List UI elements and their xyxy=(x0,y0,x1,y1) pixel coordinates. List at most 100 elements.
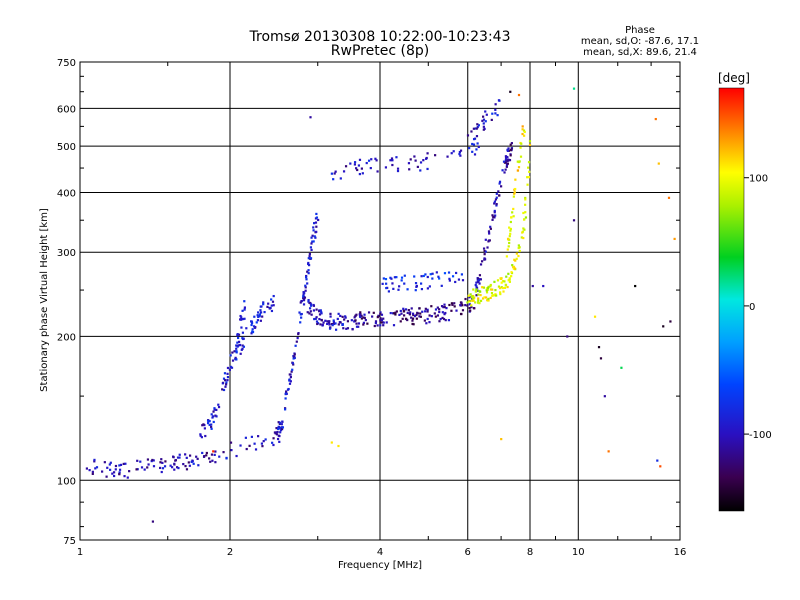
scatter-point xyxy=(500,437,503,441)
trace-point xyxy=(478,274,482,277)
trace-point xyxy=(441,316,444,320)
trace-point xyxy=(438,310,441,314)
trace-point xyxy=(106,466,109,469)
trace-point xyxy=(270,304,273,307)
trace-point xyxy=(241,331,245,334)
trace-point xyxy=(487,297,490,301)
trace-point xyxy=(360,317,363,320)
trace-point xyxy=(293,356,296,360)
trace-point xyxy=(164,460,167,463)
trace-point xyxy=(223,372,227,375)
trace-point xyxy=(471,299,474,302)
trace-point xyxy=(443,272,447,275)
trace-point xyxy=(288,382,292,385)
trace-point xyxy=(212,410,215,413)
trace-point xyxy=(471,142,474,146)
trace-point xyxy=(292,355,296,358)
trace-point xyxy=(315,320,319,323)
trace-point xyxy=(346,327,350,330)
trace-point xyxy=(515,252,518,255)
trace-point xyxy=(522,211,525,215)
trace-point xyxy=(298,311,301,314)
trace-point xyxy=(424,310,427,313)
trace-point xyxy=(315,308,318,311)
trace-point xyxy=(263,310,266,314)
trace-point xyxy=(453,302,456,305)
trace-point xyxy=(91,472,94,475)
trace-point xyxy=(205,454,208,457)
trace-point xyxy=(392,312,396,315)
trace-point xyxy=(450,309,453,312)
trace-point xyxy=(231,359,235,362)
trace-point xyxy=(146,466,149,469)
trace-point xyxy=(242,317,245,321)
trace-point xyxy=(188,454,192,457)
scatter-point xyxy=(542,284,545,288)
trace-point xyxy=(428,314,431,317)
trace-point xyxy=(266,305,269,308)
trace-point xyxy=(114,468,117,471)
trace-point xyxy=(339,314,342,318)
scatter-point xyxy=(634,284,637,288)
trace-point xyxy=(209,460,212,463)
trace-point xyxy=(240,316,243,319)
trace-point xyxy=(217,405,221,409)
trace-point xyxy=(358,313,361,316)
trace-point xyxy=(350,319,353,322)
trace-point xyxy=(512,207,515,211)
trace-point xyxy=(161,461,164,464)
trace-point xyxy=(279,421,282,424)
trace-point xyxy=(382,317,385,320)
trace-point xyxy=(443,305,446,309)
trace-point xyxy=(509,154,512,157)
trace-point xyxy=(205,451,208,455)
trace-point xyxy=(312,309,316,312)
trace-point xyxy=(329,315,332,318)
trace-point xyxy=(468,303,471,306)
trace-point xyxy=(495,192,498,195)
trace-point xyxy=(451,275,455,278)
trace-point xyxy=(453,305,456,308)
trace-point xyxy=(252,325,256,328)
trace-point xyxy=(353,161,357,164)
trace-point xyxy=(329,312,332,315)
trace-point xyxy=(339,177,342,180)
trace-point xyxy=(217,403,220,406)
trace-point xyxy=(470,130,473,133)
trace-point xyxy=(448,277,451,280)
trace-point xyxy=(514,187,517,191)
trace-point xyxy=(508,277,511,280)
trace-point xyxy=(226,372,229,375)
trace-point xyxy=(357,325,360,328)
trace-point xyxy=(459,154,462,157)
trace-point xyxy=(384,277,388,281)
trace-point xyxy=(259,311,263,314)
trace-point xyxy=(308,301,311,304)
trace-point xyxy=(455,271,458,275)
trace-point xyxy=(253,442,256,445)
trace-point xyxy=(479,293,482,297)
trace-point xyxy=(396,167,400,170)
trace-point xyxy=(159,461,162,464)
trace-point xyxy=(331,324,334,327)
trace-point xyxy=(343,318,346,321)
trace-point xyxy=(314,317,317,320)
trace-point xyxy=(136,468,139,471)
trace-point xyxy=(515,257,518,260)
trace-point xyxy=(260,442,263,445)
trace-point xyxy=(419,169,422,172)
trace-point xyxy=(508,238,511,241)
trace-point xyxy=(493,280,496,283)
trace-point xyxy=(424,307,427,310)
trace-point xyxy=(409,158,412,161)
trace-point xyxy=(443,313,446,316)
trace-point xyxy=(400,312,403,315)
trace-point xyxy=(379,311,382,314)
trace-point xyxy=(370,158,373,161)
trace-point xyxy=(501,286,505,290)
trace-point xyxy=(483,296,486,299)
trace-point xyxy=(225,457,228,460)
trace-point xyxy=(326,320,329,323)
trace-point xyxy=(509,149,513,152)
trace-point xyxy=(313,222,316,225)
